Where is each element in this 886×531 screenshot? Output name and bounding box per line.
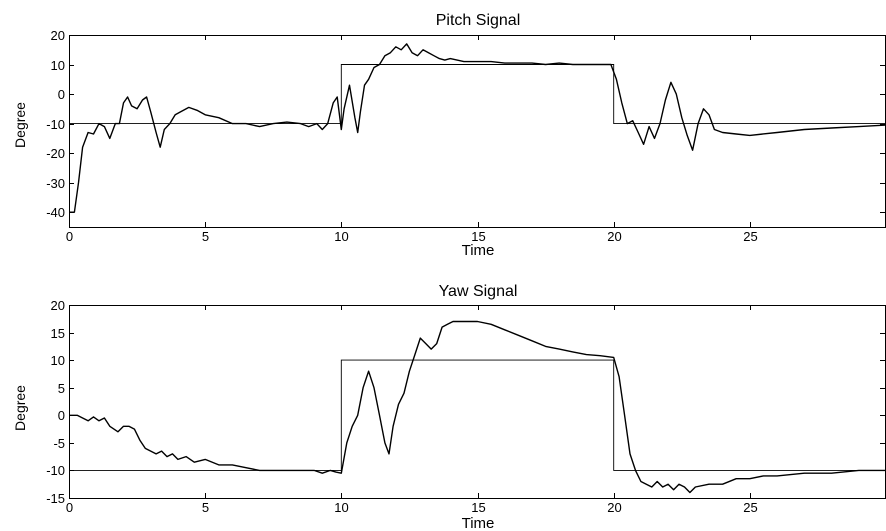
pitch-y-tick-label: -30 xyxy=(46,176,65,191)
pitch-chart-title: Pitch Signal xyxy=(436,12,521,29)
pitch-response-line xyxy=(69,43,886,213)
yaw-axes-frame xyxy=(69,305,886,499)
pitch-reference-step-line xyxy=(69,64,886,125)
yaw-x-tick-label: 0 xyxy=(66,500,73,515)
yaw-y-tick-label: 20 xyxy=(51,298,65,313)
yaw-chart-title: Yaw Signal xyxy=(439,283,518,300)
pitch-y-tick-label: 20 xyxy=(51,28,65,43)
yaw-y-tick-label: 15 xyxy=(51,326,65,341)
yaw-x-axis-label: Time xyxy=(462,515,495,531)
pitch-x-axis-label: Time xyxy=(462,242,495,259)
yaw-y-tick-label: 10 xyxy=(51,353,65,368)
pitch-y-tick-label: 0 xyxy=(58,87,65,102)
yaw-y-tick-label: -5 xyxy=(53,436,65,451)
yaw-x-tick-label: 5 xyxy=(202,500,209,515)
yaw-y-tick-label: -10 xyxy=(46,463,65,478)
yaw-plot-area: 0 5 10 15 20 25 -15 -10 -5 0 5 10 15 20 xyxy=(46,298,886,515)
pitch-x-tick-label: 15 xyxy=(471,229,485,244)
pitch-y-tick-label: -40 xyxy=(46,205,65,220)
pitch-y-tick-label: 10 xyxy=(51,58,65,73)
yaw-y-tick-label: -15 xyxy=(46,491,65,506)
pitch-y-axis-label: Degree xyxy=(12,102,28,148)
pitch-x-tick-label: 10 xyxy=(334,229,348,244)
yaw-y-axis-label: Degree xyxy=(12,385,28,431)
yaw-reference-step-line xyxy=(69,359,886,471)
yaw-y-tick-label: 5 xyxy=(58,381,65,396)
yaw-chart-panel: Yaw Signal Time Degree 0 5 10 15 20 25 -15 -10 -… xyxy=(12,283,886,531)
yaw-response-line xyxy=(69,320,886,494)
pitch-y-tick-label: -20 xyxy=(46,146,65,161)
pitch-y-tick-label: -10 xyxy=(46,117,65,132)
yaw-x-tick-label: 10 xyxy=(334,500,348,515)
pitch-x-tick-label: 5 xyxy=(202,229,209,244)
pitch-x-tick-label: 25 xyxy=(743,229,757,244)
yaw-x-tick-label: 25 xyxy=(743,500,757,515)
yaw-y-tick-label: 0 xyxy=(58,408,65,423)
yaw-x-tick-label: 15 xyxy=(471,500,485,515)
yaw-x-tick-label: 20 xyxy=(607,500,621,515)
pitch-x-tick-label: 0 xyxy=(66,229,73,244)
pitch-x-tick-label: 20 xyxy=(607,229,621,244)
pitch-chart-panel: Pitch Signal Time Degree 0 5 10 15 20 25 -40 -3… xyxy=(12,12,886,259)
pitch-plot-area: 0 5 10 15 20 25 -40 -30 -20 -10 0 10 20 xyxy=(46,28,886,244)
